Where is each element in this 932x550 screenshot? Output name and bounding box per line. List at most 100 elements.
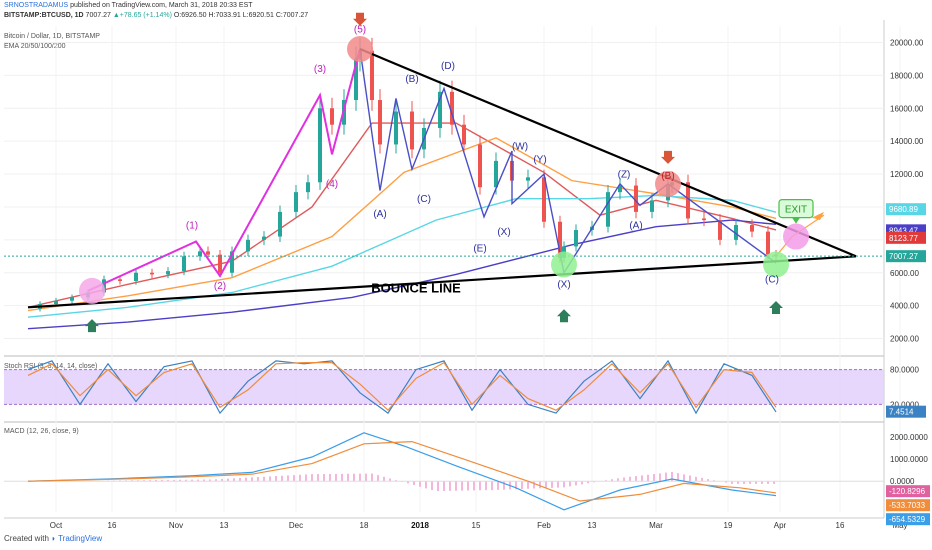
candle-body: [750, 225, 754, 232]
red-circle: [347, 36, 373, 63]
rsi-band: [4, 369, 884, 405]
tradingview-brand[interactable]: TradingView: [58, 534, 103, 543]
candle-body: [230, 251, 234, 273]
candle-body: [246, 239, 250, 252]
candle-body: [494, 160, 498, 188]
pink-circle: [783, 223, 809, 250]
candle-body: [462, 124, 466, 145]
time-tick-label: 13: [588, 521, 597, 530]
wave-label: (A): [373, 209, 386, 220]
time-tick-label: Mar: [649, 521, 663, 530]
wave-label: (X): [497, 227, 510, 238]
ema-line-2: [27, 137, 777, 312]
candle-body: [558, 221, 562, 258]
author-link[interactable]: SRNOSTRADAMUS: [4, 2, 69, 9]
signal-line: [27, 440, 777, 502]
last-price: 7007.27: [85, 12, 111, 19]
triangle-upper-line: [359, 48, 857, 258]
candle-body: [526, 177, 530, 181]
macd-signal-value: -533.7033: [889, 501, 926, 510]
exit-callout-pointer-icon: [792, 217, 800, 224]
price-tick-label: 6000.00: [890, 269, 919, 278]
candle-body: [478, 144, 482, 188]
ema-line-4: [27, 219, 777, 330]
change-triangle-icon: ▲: [112, 12, 120, 19]
wave-label: (Z): [618, 169, 631, 180]
ema-lines: [27, 122, 777, 330]
price-mark: [886, 231, 926, 244]
time-tick-label: 16: [836, 521, 845, 530]
rsi-value-label: 7.4514: [889, 408, 914, 417]
macd-tick-label: 0.0000: [890, 477, 915, 486]
wave-label: (4): [326, 179, 338, 190]
candle-body: [634, 185, 638, 212]
candle-body: [766, 231, 770, 255]
candle-body: [306, 182, 310, 193]
price-mark-label: 7007.27: [889, 252, 918, 261]
time-tick-label: 18: [360, 521, 369, 530]
wave-label: (1): [186, 220, 198, 231]
time-tick-label: Oct: [50, 521, 63, 530]
macd-tick-label: 1000.0000: [890, 455, 928, 464]
price-tick-label: 2000.00: [890, 335, 919, 344]
price-mark: [886, 250, 926, 263]
stoch-rsi-legend: Stoch RSI (3, 3, 14, 14, close): [4, 363, 98, 370]
bounce-line-label: BOUNCE LINE: [371, 280, 461, 295]
up-arrow-icon: [769, 301, 783, 315]
bounce-line: [27, 255, 857, 309]
candle-body: [262, 236, 266, 240]
candle-body: [574, 229, 578, 247]
wave-label: (B): [661, 171, 674, 182]
stoch-d-line: [27, 361, 777, 412]
price-tick-label: 16000.00: [890, 104, 924, 113]
wave-lines: [4, 48, 884, 309]
ema-legend: EMA 20/50/100/200: [4, 43, 66, 50]
macd-line: [27, 432, 777, 511]
time-tick-label: 13: [220, 521, 229, 530]
candle-body: [650, 200, 654, 212]
tradingview-logo-icon[interactable]: ◗: [51, 534, 56, 543]
created-with: Created with: [4, 534, 49, 543]
candle-body: [182, 256, 186, 272]
wave-label: (W): [512, 141, 528, 152]
wave-label: (C): [765, 275, 779, 286]
candle-body: [718, 220, 722, 240]
candle-body: [394, 111, 398, 145]
candle-body: [278, 211, 282, 237]
macd-legend: MACD (12, 26, close, 9): [4, 428, 79, 435]
price-mark: [886, 203, 926, 216]
rsi-value-mark: [886, 405, 926, 418]
wave-label: (C): [417, 194, 431, 205]
down-arrow-icon: [661, 150, 675, 164]
annotations: (1) (2) (3) (4) (5) (A) (B) (C) (D) (E) (W) (X) (Y) (…: [79, 12, 814, 333]
publish-line: SRNOSTRADAMUS published on TradingView.c…: [4, 2, 253, 9]
candle-body: [410, 111, 414, 150]
wave-label: (E): [473, 243, 486, 254]
macd-value-mark: [886, 513, 930, 526]
time-tick-label: 16: [108, 521, 117, 530]
footer: Created with ◗ TradingView: [4, 534, 102, 543]
ohlc-values: O:6926.50 H:7033.91 L:6920.51 C:7007.27: [173, 12, 309, 19]
macd-line-value: -654.5329: [889, 515, 926, 524]
candle-body: [218, 254, 222, 273]
candle-body: [294, 192, 298, 212]
price-tick-label: 14000.00: [890, 137, 924, 146]
macd-pane: [4, 432, 884, 511]
candle-body: [354, 58, 358, 101]
candle-body: [450, 91, 454, 125]
price-tick-label: 18000.00: [890, 71, 924, 80]
time-tick-label: Apr: [774, 521, 787, 530]
ema-line-3: [27, 194, 777, 318]
up-arrow-icon: [557, 309, 571, 323]
time-tick-label: Nov: [169, 521, 183, 530]
time-tick-label: 15: [472, 521, 481, 530]
price-mark-label: 8943.47: [889, 226, 918, 235]
impulse-wave-line: [87, 48, 361, 292]
wave-label: (D): [441, 61, 455, 72]
macd-histogram-value: -120.8296: [889, 487, 926, 496]
up-arrow-icon: [85, 319, 99, 333]
price-mark-label: 8123.77: [889, 234, 918, 243]
green-circle: [763, 251, 789, 278]
candle-body: [150, 272, 154, 275]
